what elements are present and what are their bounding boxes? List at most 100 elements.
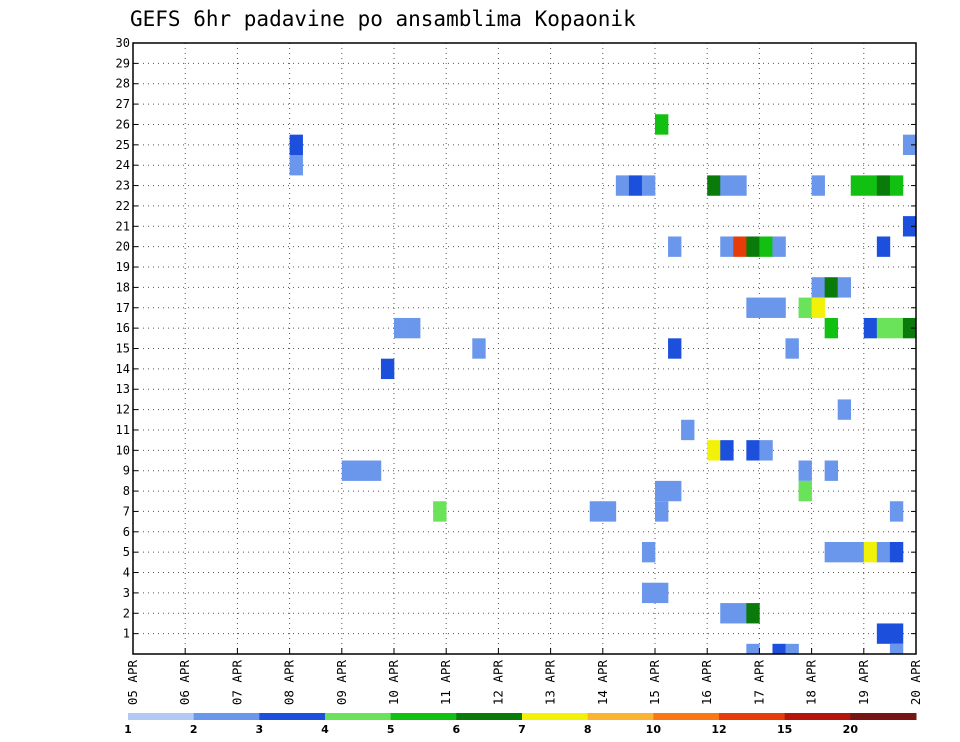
y-tick-label: 7	[123, 504, 130, 518]
precip-cell	[655, 480, 669, 502]
precip-cell	[876, 623, 891, 644]
x-tick-label: 20 APR	[908, 660, 923, 706]
precip-cell	[876, 317, 891, 339]
precip-cell	[850, 175, 865, 196]
precip-cell	[902, 216, 917, 237]
precip-cell	[655, 501, 669, 522]
chart-title: GEFS 6hr padavine po ansamblima Kopaonik	[130, 7, 636, 31]
y-tick-label: 5	[123, 545, 130, 559]
data-cells	[289, 114, 917, 654]
precip-cell	[746, 297, 760, 318]
legend-swatch	[456, 713, 523, 720]
precip-cell	[615, 175, 630, 196]
precip-cell	[811, 297, 825, 318]
legend-label: 2	[190, 723, 198, 736]
precip-cell	[655, 582, 669, 604]
legend-label: 3	[256, 723, 264, 736]
y-tick-label: 14	[116, 362, 130, 376]
y-tick-label: 1	[123, 627, 130, 641]
legend-swatch	[784, 713, 851, 720]
legend-label: 4	[321, 723, 329, 736]
x-tick-label: 11 APR	[438, 660, 453, 706]
precip-cell	[889, 541, 904, 563]
precip-cell	[824, 277, 838, 298]
legend-swatch	[259, 713, 326, 720]
x-tick-label: 13 APR	[543, 660, 558, 706]
precip-cell	[824, 541, 838, 563]
precip-cell	[641, 582, 656, 604]
y-tick-label: 11	[116, 423, 130, 437]
x-tick-label: 12 APR	[490, 660, 505, 706]
x-tick-label: 16 APR	[699, 660, 714, 706]
precip-cell	[863, 317, 878, 339]
x-axis: 05 APR 06 APR 07 APR 08 APR 09 APR 10 APR 11 A…	[125, 648, 923, 705]
precip-cell	[602, 501, 617, 522]
precip-cell	[433, 501, 447, 522]
y-tick-label: 4	[123, 566, 130, 580]
y-tick-label: 16	[116, 321, 130, 335]
legend-label: 7	[518, 723, 526, 736]
precip-cell	[720, 175, 734, 196]
precip-cell	[628, 175, 643, 196]
precip-cell	[720, 236, 734, 257]
x-tick-label: 08 APR	[282, 660, 297, 706]
legend-swatch	[193, 713, 260, 720]
y-tick-label: 30	[116, 36, 130, 50]
y-tick-label: 2	[123, 606, 130, 620]
y-tick-label: 18	[116, 280, 130, 294]
precip-cell	[472, 338, 486, 359]
y-tick-label: 21	[116, 219, 130, 233]
x-tick-label: 05 APR	[125, 660, 140, 706]
legend-label: 6	[453, 723, 461, 736]
x-tick-label: 15 APR	[647, 660, 662, 706]
precip-cell	[850, 541, 865, 563]
precip-cell	[824, 460, 838, 481]
precip-cell	[746, 643, 760, 654]
legend-swatch	[390, 713, 457, 720]
legend-label: 20	[843, 723, 859, 736]
precip-cell	[641, 541, 656, 563]
precip-cell	[655, 114, 669, 135]
legend-swatch	[719, 713, 786, 720]
precip-cell	[746, 236, 760, 257]
x-tick-label: 17 APR	[751, 660, 766, 706]
color-legend: 1 2 3 4 5 6 7 8 10 12 15 20	[124, 713, 917, 736]
precip-cell	[707, 175, 721, 196]
y-tick-label: 19	[116, 260, 130, 274]
y-tick-label: 8	[123, 484, 130, 498]
precip-cell	[889, 623, 904, 644]
precip-cell	[772, 297, 786, 318]
legend-swatch	[128, 713, 195, 720]
x-tick-label: 18 APR	[804, 660, 819, 706]
precip-cell	[772, 236, 786, 257]
precip-cell	[837, 277, 852, 298]
precip-cell	[772, 643, 786, 654]
y-tick-label: 23	[116, 179, 130, 193]
precip-cell	[720, 603, 734, 624]
precip-cell	[341, 460, 356, 481]
precip-cell	[863, 541, 878, 563]
precip-cell	[876, 175, 891, 196]
precip-cell	[668, 338, 682, 359]
legend-swatch	[325, 713, 392, 720]
legend-swatch	[850, 713, 917, 720]
precip-cell	[876, 236, 891, 257]
precip-cell	[746, 440, 760, 461]
legend-label: 5	[387, 723, 395, 736]
y-tick-label: 29	[116, 56, 130, 70]
x-tick-label: 06 APR	[177, 660, 192, 706]
precip-cell	[733, 603, 747, 624]
y-tick-label: 28	[116, 77, 130, 91]
precip-cell	[367, 460, 382, 481]
precip-cell	[746, 603, 760, 624]
precip-cell	[811, 175, 825, 196]
precip-cell	[289, 155, 303, 176]
y-tick-label: 27	[116, 97, 130, 111]
y-tick-label: 10	[116, 443, 130, 457]
legend-swatch	[653, 713, 720, 720]
y-tick-label: 24	[116, 158, 130, 172]
precip-cell	[733, 175, 747, 196]
precip-cell	[798, 297, 812, 318]
precip-cell	[798, 460, 812, 481]
